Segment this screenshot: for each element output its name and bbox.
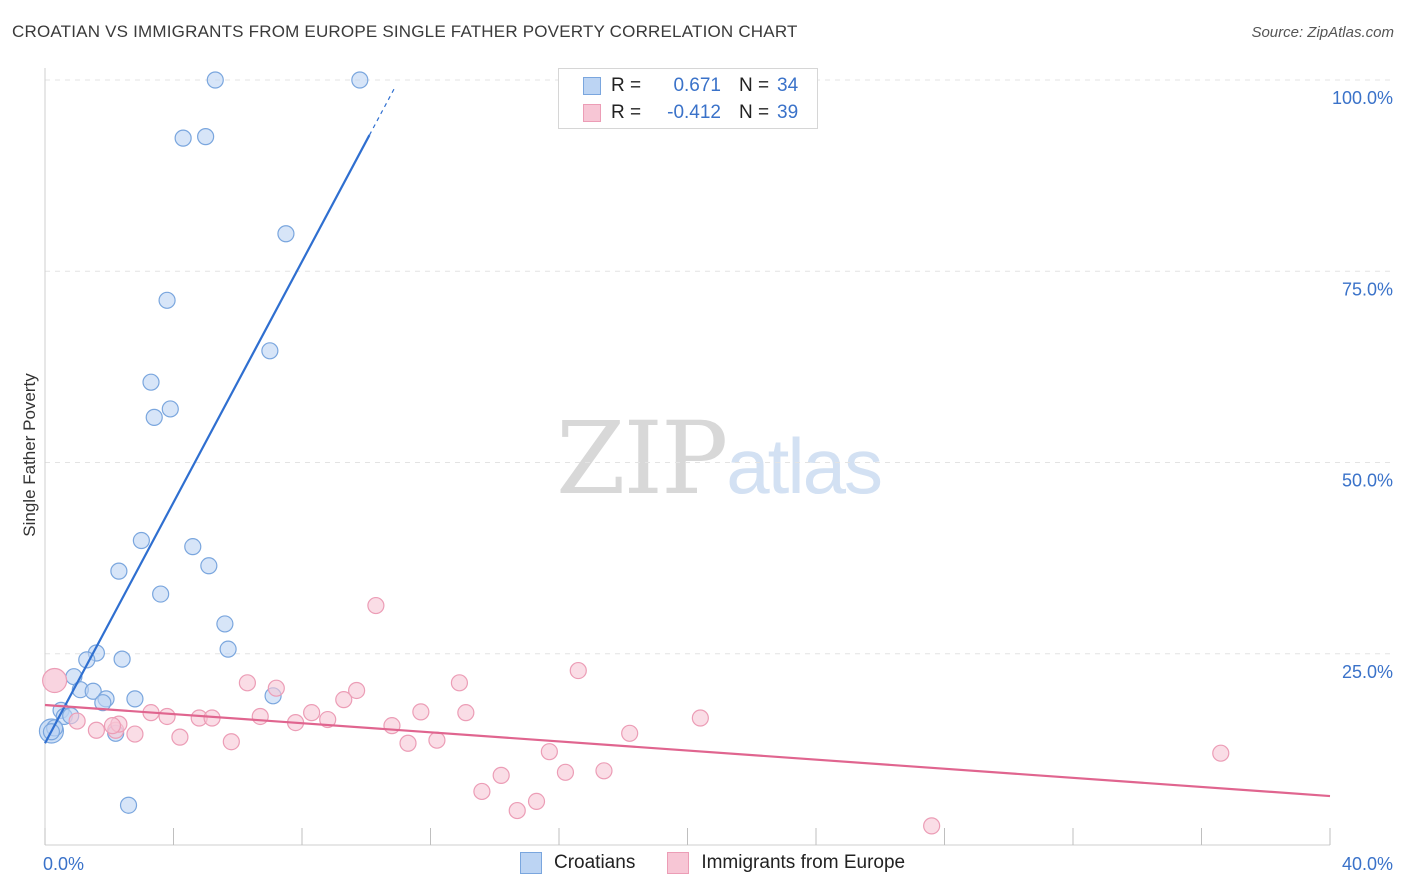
immigrant-point xyxy=(158,707,176,726)
watermark-zip: ZIP xyxy=(556,400,728,517)
immigrant-point xyxy=(319,710,337,729)
croatian-point xyxy=(119,796,138,814)
immigrant-point xyxy=(367,596,385,615)
watermark-atlas: atlas xyxy=(726,422,883,510)
watermark: ZIPatlas xyxy=(556,400,883,517)
immigrant-point xyxy=(450,674,469,692)
croatian-point xyxy=(152,585,170,603)
legend-n-value: 34 xyxy=(777,75,799,96)
source-label: Source: ZipAtlas.com xyxy=(1251,24,1394,41)
croatian-point xyxy=(219,640,237,658)
croatian-point xyxy=(216,615,234,633)
immigrant-point xyxy=(251,707,269,726)
immigrant-point xyxy=(527,792,546,810)
croatian-point xyxy=(145,408,163,426)
legend-row-croatians: R = 0.671 N = 34 xyxy=(583,73,798,99)
immigrant-point xyxy=(267,679,285,697)
y-axis-label: Single Father Poverty xyxy=(20,373,39,537)
immigrant-point xyxy=(68,712,86,730)
immigrant-point xyxy=(171,728,189,746)
croatian-point xyxy=(126,690,144,708)
immigrant-point xyxy=(473,782,491,801)
croatian-point xyxy=(197,128,215,146)
bottom-legend-swatch-pink xyxy=(667,852,690,874)
immigrant-point xyxy=(556,763,575,781)
immigrant-point xyxy=(412,703,430,721)
croatian-point xyxy=(174,129,192,147)
croatian-point xyxy=(113,650,131,668)
croatian-point xyxy=(184,538,202,556)
immigrant-point xyxy=(923,817,941,835)
legend-n-value: 39 xyxy=(777,102,799,123)
bottom-legend-croatians[interactable]: Croatians xyxy=(520,852,635,874)
croatian-point xyxy=(200,557,218,575)
croatian-point xyxy=(132,531,150,550)
legend-n-label: N = xyxy=(739,102,770,123)
legend-r-label: R = xyxy=(611,75,642,96)
immigrant-point xyxy=(540,743,558,761)
immigrant-point xyxy=(238,674,256,692)
bottom-legend-label: Immigrants from Europe xyxy=(701,852,906,873)
croatian-point xyxy=(94,694,112,712)
immigrant-point xyxy=(492,766,510,784)
y-tick-label: 100.0% xyxy=(1332,88,1393,108)
bottom-legend: Croatians Immigrants from Europe xyxy=(520,852,937,874)
y-tick-label: 25.0% xyxy=(1342,662,1393,682)
immigrant-point xyxy=(595,762,613,780)
croatian-point xyxy=(277,225,295,243)
chart-title: CROATIAN VS IMMIGRANTS FROM EUROPE SINGL… xyxy=(12,22,798,41)
immigrant-point xyxy=(691,709,709,727)
bottom-legend-label: Croatians xyxy=(554,852,636,873)
croatian-point xyxy=(206,71,224,89)
bottom-legend-swatch-blue xyxy=(520,852,542,874)
immigrant-point xyxy=(126,725,144,743)
croatian-point xyxy=(351,71,369,89)
croatian-point xyxy=(84,682,102,700)
immigrant-point xyxy=(222,733,240,751)
immigrant-point xyxy=(399,734,417,752)
x-tick-label: 40.0% xyxy=(1342,854,1393,874)
croatian-trend-extension xyxy=(368,86,396,136)
immigrant-point xyxy=(508,801,526,820)
y-tick-label: 50.0% xyxy=(1342,471,1393,491)
legend-row-immigrants: R = -0.412 N = 39 xyxy=(583,100,798,126)
croatian-point xyxy=(158,291,176,309)
immigrant-point xyxy=(335,691,353,709)
immigrant-point xyxy=(621,724,639,742)
immigrant-point xyxy=(428,731,446,749)
immigrant-point xyxy=(303,704,321,722)
legend-r-label: R = xyxy=(611,102,642,123)
croatian-trend-line xyxy=(44,134,371,744)
y-tick-label: 75.0% xyxy=(1342,279,1393,299)
legend-r-value: -0.412 xyxy=(667,102,721,123)
croatian-point xyxy=(110,562,128,580)
immigrant-point xyxy=(103,717,122,735)
legend-swatch-pink xyxy=(583,104,601,122)
legend-swatch-blue xyxy=(583,77,601,95)
immigrant-point xyxy=(348,681,366,700)
immigrant-point xyxy=(383,717,401,735)
immigrant-point xyxy=(87,721,106,739)
immigrant-point xyxy=(457,704,475,722)
immigrant-trend-line xyxy=(44,703,1331,798)
croatian-point xyxy=(142,373,160,391)
legend-r-value: 0.671 xyxy=(673,75,721,96)
bottom-legend-immigrants[interactable]: Immigrants from Europe xyxy=(667,852,905,874)
legend-n-label: N = xyxy=(739,75,770,96)
croatian-point xyxy=(261,342,279,360)
immigrant-point xyxy=(1212,744,1230,762)
immigrant-point-large xyxy=(42,667,68,694)
x-tick-label: 0.0% xyxy=(43,854,84,874)
stats-legend: R = 0.671 N = 34 R = -0.412 N = 39 xyxy=(558,68,818,129)
immigrant-point xyxy=(569,661,587,680)
croatian-point xyxy=(161,400,179,418)
